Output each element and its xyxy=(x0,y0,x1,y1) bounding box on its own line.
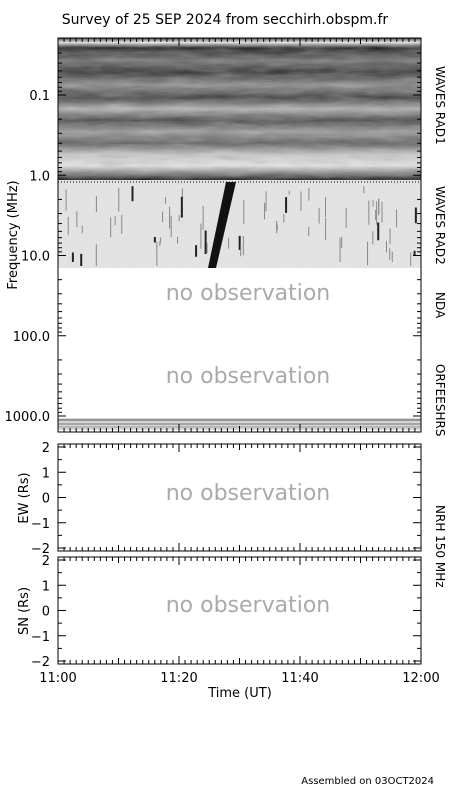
time-tick-label: 11:00 xyxy=(39,671,76,686)
position-tick-label: −1 xyxy=(31,630,50,645)
nda-no-observation: no observation xyxy=(166,281,331,306)
frequency-tick-label: 0.1 xyxy=(29,89,50,104)
position-tick-label: 2 xyxy=(42,441,50,456)
page-title: Survey of 25 SEP 2024 from secchirh.obsp… xyxy=(62,12,389,28)
orfees-no-observation: no observation xyxy=(166,364,331,389)
position-tick-label: 1 xyxy=(42,466,50,481)
sn-axis-label: SN (Rs) xyxy=(17,587,32,635)
ew-ticks: 2 1 0 −1 −2 xyxy=(31,441,421,557)
ew-axis-label: EW (Rs) xyxy=(17,472,32,523)
band-label-orfees: ORFEESHRS xyxy=(433,364,447,436)
waves-rad2-spectrum xyxy=(58,180,421,268)
position-tick-label: 2 xyxy=(42,554,50,569)
position-tick-label: 1 xyxy=(42,579,50,594)
time-ticks: 11:00 11:20 11:40 12:00 xyxy=(39,38,440,686)
band-label-rad2: WAVES RAD2 xyxy=(433,186,447,265)
footer-assembled: Assembled on 03OCT2024 xyxy=(301,776,434,787)
position-tick-label: −2 xyxy=(31,542,50,557)
band-label-rad1: WAVES RAD1 xyxy=(433,66,447,145)
time-tick-label: 11:40 xyxy=(281,671,318,686)
nrh-label: NRH 150 MHz xyxy=(433,505,447,588)
position-tick-label: −2 xyxy=(31,655,50,670)
frequency-tick-label: 1000.0 xyxy=(5,410,51,425)
band-label-nda: NDA xyxy=(433,292,447,319)
frequency-ticks: 0.1 1.0 10.0 100.0 1000.0 xyxy=(5,52,421,425)
frequency-tick-label: 100.0 xyxy=(13,330,50,345)
sn-ticks: 2 1 0 −1 −2 xyxy=(31,554,421,670)
type-iii-burst xyxy=(208,182,236,268)
frequency-tick-label: 10.0 xyxy=(21,250,50,265)
position-tick-label: 0 xyxy=(42,492,50,507)
time-tick-label: 11:20 xyxy=(160,671,197,686)
sn-no-observation: no observation xyxy=(166,593,331,618)
time-tick-label: 12:00 xyxy=(402,671,439,686)
time-axis-label: Time (UT) xyxy=(207,686,272,701)
waves-rad1-spectrum xyxy=(58,38,421,180)
frequency-tick-label: 1.0 xyxy=(29,169,50,184)
ew-no-observation: no observation xyxy=(166,481,331,506)
frequency-axis-label: Frequency (MHz) xyxy=(6,180,21,289)
position-tick-label: −1 xyxy=(31,517,50,532)
position-tick-label: 0 xyxy=(42,605,50,620)
